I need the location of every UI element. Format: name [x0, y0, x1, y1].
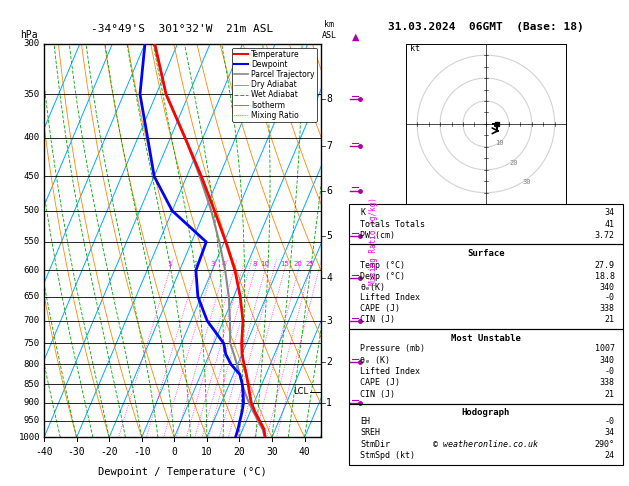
Text: CIN (J): CIN (J): [360, 315, 395, 324]
Text: km
ASL: km ASL: [322, 20, 337, 40]
Text: 0: 0: [171, 447, 177, 457]
Text: 25: 25: [305, 261, 314, 267]
Text: 900: 900: [24, 399, 40, 407]
Text: 41: 41: [604, 220, 615, 228]
Text: 27.9: 27.9: [594, 261, 615, 270]
Text: 1000: 1000: [18, 433, 40, 442]
Text: 4: 4: [326, 274, 332, 283]
Text: θₑ(K): θₑ(K): [360, 282, 385, 292]
Text: 6: 6: [326, 186, 332, 195]
Text: 700: 700: [24, 316, 40, 325]
Text: hPa: hPa: [21, 30, 38, 40]
Text: 300: 300: [24, 39, 40, 48]
Text: -20: -20: [101, 447, 118, 457]
Text: 600: 600: [24, 266, 40, 275]
Text: PW (cm): PW (cm): [360, 231, 395, 240]
Text: 24: 24: [604, 451, 615, 460]
Text: 290°: 290°: [594, 439, 615, 449]
Text: LCL: LCL: [293, 387, 308, 397]
Text: -40: -40: [35, 447, 53, 457]
Text: 750: 750: [24, 339, 40, 348]
Text: CAPE (J): CAPE (J): [360, 304, 400, 313]
Text: Surface: Surface: [467, 249, 504, 258]
Text: 20: 20: [509, 160, 518, 166]
Text: 40: 40: [299, 447, 310, 457]
Text: Lifted Index: Lifted Index: [360, 293, 420, 302]
Text: -0: -0: [604, 417, 615, 426]
Text: 338: 338: [599, 304, 615, 313]
Text: CIN (J): CIN (J): [360, 390, 395, 399]
Text: Mixing Ratio (g/kg): Mixing Ratio (g/kg): [369, 197, 377, 284]
Text: θₑ (K): θₑ (K): [360, 356, 390, 364]
Text: 30: 30: [523, 179, 532, 185]
Text: -30: -30: [68, 447, 86, 457]
Text: 7: 7: [326, 141, 332, 151]
Text: 450: 450: [24, 172, 40, 181]
Text: Pressure (mb): Pressure (mb): [360, 344, 425, 353]
Text: -34°49'S  301°32'W  21m ASL: -34°49'S 301°32'W 21m ASL: [91, 24, 274, 34]
Text: © weatheronline.co.uk: © weatheronline.co.uk: [433, 440, 538, 449]
Text: 650: 650: [24, 292, 40, 301]
Text: 10: 10: [260, 261, 269, 267]
Text: StmSpd (kt): StmSpd (kt): [360, 451, 415, 460]
Text: 800: 800: [24, 360, 40, 369]
Text: 400: 400: [24, 133, 40, 142]
Text: 1: 1: [167, 261, 172, 267]
Text: 340: 340: [599, 282, 615, 292]
Text: 950: 950: [24, 416, 40, 425]
Text: 3.72: 3.72: [594, 231, 615, 240]
Text: 3: 3: [210, 261, 214, 267]
Text: 1: 1: [326, 398, 332, 408]
Text: 2: 2: [194, 261, 198, 267]
Text: 18.8: 18.8: [594, 272, 615, 281]
Text: 2: 2: [326, 357, 332, 367]
Text: 8: 8: [252, 261, 257, 267]
Text: 34: 34: [604, 208, 615, 217]
Text: Temp (°C): Temp (°C): [360, 261, 405, 270]
Text: 20: 20: [294, 261, 303, 267]
Text: CAPE (J): CAPE (J): [360, 379, 400, 387]
Text: -0: -0: [604, 293, 615, 302]
Text: ▲: ▲: [352, 31, 360, 41]
Text: Hodograph: Hodograph: [462, 408, 510, 417]
Text: Totals Totals: Totals Totals: [360, 220, 425, 228]
Text: -0: -0: [604, 367, 615, 376]
Text: 5: 5: [326, 231, 332, 241]
Text: 10: 10: [201, 447, 213, 457]
Text: SREH: SREH: [360, 428, 380, 437]
Text: kt: kt: [410, 44, 420, 52]
Text: 30: 30: [266, 447, 278, 457]
Text: 500: 500: [24, 206, 40, 215]
Text: 21: 21: [604, 315, 615, 324]
Text: K: K: [360, 208, 365, 217]
Text: 340: 340: [599, 356, 615, 364]
Legend: Temperature, Dewpoint, Parcel Trajectory, Dry Adiabat, Wet Adiabat, Isotherm, Mi: Temperature, Dewpoint, Parcel Trajectory…: [232, 48, 317, 122]
Text: 15: 15: [280, 261, 289, 267]
Text: StmDir: StmDir: [360, 439, 390, 449]
Text: 34: 34: [604, 428, 615, 437]
Text: 4: 4: [222, 261, 226, 267]
Text: 10: 10: [496, 140, 504, 146]
Text: 31.03.2024  06GMT  (Base: 18): 31.03.2024 06GMT (Base: 18): [388, 21, 584, 32]
Text: -10: -10: [133, 447, 150, 457]
Text: 8: 8: [326, 94, 332, 104]
Text: 850: 850: [24, 380, 40, 389]
Text: Lifted Index: Lifted Index: [360, 367, 420, 376]
Text: Most Unstable: Most Unstable: [451, 333, 521, 343]
Text: EH: EH: [360, 417, 370, 426]
Text: 20: 20: [233, 447, 245, 457]
Text: 3: 3: [326, 316, 332, 326]
Text: 1007: 1007: [594, 344, 615, 353]
Text: 21: 21: [604, 390, 615, 399]
Text: 550: 550: [24, 238, 40, 246]
Text: 350: 350: [24, 89, 40, 99]
Text: Dewp (°C): Dewp (°C): [360, 272, 405, 281]
Text: Dewpoint / Temperature (°C): Dewpoint / Temperature (°C): [98, 467, 267, 477]
Text: 338: 338: [599, 379, 615, 387]
